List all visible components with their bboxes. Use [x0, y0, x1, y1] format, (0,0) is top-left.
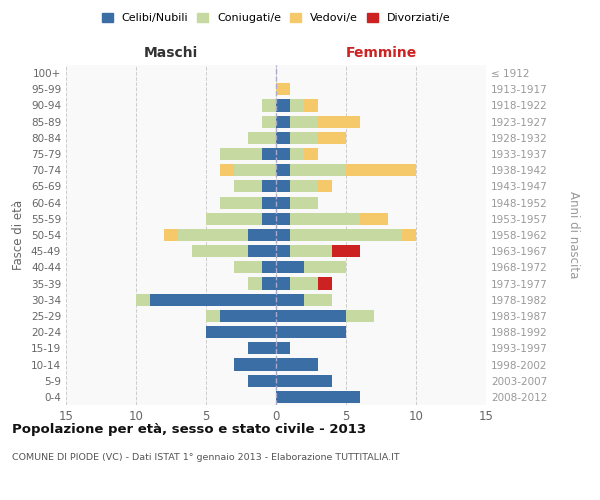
Text: Popolazione per età, sesso e stato civile - 2013: Popolazione per età, sesso e stato civil…: [12, 422, 366, 436]
Text: Femmine: Femmine: [346, 46, 416, 60]
Bar: [234, 164, 276, 176]
Bar: [206, 212, 262, 225]
Bar: [234, 358, 276, 370]
Bar: [276, 180, 290, 192]
Bar: [276, 164, 290, 176]
Bar: [276, 100, 290, 112]
Bar: [220, 148, 262, 160]
Bar: [276, 262, 304, 274]
Bar: [360, 212, 388, 225]
Bar: [220, 310, 276, 322]
Bar: [402, 229, 416, 241]
Bar: [276, 374, 332, 387]
Bar: [318, 180, 332, 192]
Bar: [276, 358, 318, 370]
Bar: [234, 180, 262, 192]
Bar: [276, 326, 346, 338]
Text: COMUNE DI PIODE (VC) - Dati ISTAT 1° gennaio 2013 - Elaborazione TUTTITALIA.IT: COMUNE DI PIODE (VC) - Dati ISTAT 1° gen…: [12, 452, 400, 462]
Bar: [276, 391, 360, 403]
Bar: [290, 196, 318, 208]
Bar: [290, 245, 332, 258]
Bar: [318, 116, 360, 128]
Bar: [206, 310, 220, 322]
Bar: [248, 342, 276, 354]
Bar: [346, 310, 374, 322]
Bar: [262, 100, 276, 112]
Bar: [318, 132, 346, 144]
Bar: [248, 245, 276, 258]
Bar: [276, 294, 304, 306]
Bar: [276, 310, 346, 322]
Bar: [276, 148, 290, 160]
Bar: [276, 83, 290, 96]
Bar: [248, 132, 276, 144]
Bar: [262, 180, 276, 192]
Bar: [262, 148, 276, 160]
Bar: [318, 278, 332, 289]
Bar: [290, 180, 318, 192]
Bar: [262, 262, 276, 274]
Bar: [276, 196, 290, 208]
Y-axis label: Fasce di età: Fasce di età: [13, 200, 25, 270]
Bar: [290, 278, 318, 289]
Bar: [262, 212, 276, 225]
Bar: [290, 132, 318, 144]
Bar: [234, 262, 262, 274]
Bar: [290, 100, 304, 112]
Bar: [290, 229, 402, 241]
Bar: [262, 278, 276, 289]
Bar: [178, 229, 248, 241]
Bar: [164, 229, 178, 241]
Bar: [290, 148, 304, 160]
Bar: [276, 229, 290, 241]
Bar: [304, 294, 332, 306]
Bar: [346, 164, 416, 176]
Bar: [150, 294, 276, 306]
Bar: [290, 164, 346, 176]
Bar: [206, 326, 276, 338]
Bar: [192, 245, 248, 258]
Bar: [276, 132, 290, 144]
Bar: [332, 245, 360, 258]
Bar: [262, 116, 276, 128]
Bar: [136, 294, 150, 306]
Bar: [220, 196, 262, 208]
Bar: [276, 342, 290, 354]
Bar: [290, 212, 360, 225]
Bar: [304, 148, 318, 160]
Legend: Celibi/Nubili, Coniugati/e, Vedovi/e, Divorziati/e: Celibi/Nubili, Coniugati/e, Vedovi/e, Di…: [100, 10, 452, 26]
Bar: [304, 262, 346, 274]
Bar: [276, 116, 290, 128]
Text: Maschi: Maschi: [144, 46, 198, 60]
Bar: [220, 164, 234, 176]
Bar: [276, 278, 290, 289]
Bar: [276, 212, 290, 225]
Bar: [248, 374, 276, 387]
Bar: [248, 229, 276, 241]
Bar: [262, 196, 276, 208]
Bar: [248, 278, 262, 289]
Bar: [304, 100, 318, 112]
Y-axis label: Anni di nascita: Anni di nascita: [567, 192, 580, 278]
Bar: [290, 116, 318, 128]
Bar: [276, 245, 290, 258]
